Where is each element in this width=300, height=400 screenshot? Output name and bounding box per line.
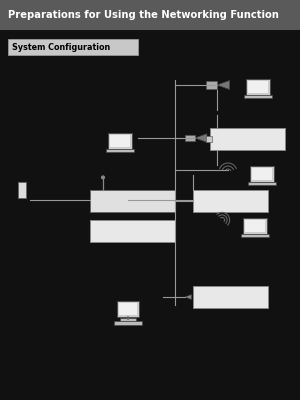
Bar: [193, 190, 268, 212]
Polygon shape: [217, 80, 230, 90]
Bar: [117, 301, 139, 317]
Circle shape: [102, 176, 104, 179]
Bar: [252, 168, 272, 180]
Bar: [210, 128, 285, 150]
Text: Preparations for Using the Networking Function: Preparations for Using the Networking Fu…: [8, 10, 279, 20]
Bar: [106, 148, 134, 152]
Bar: [242, 234, 268, 237]
Bar: [8, 39, 138, 55]
Bar: [206, 136, 212, 142]
Bar: [248, 182, 276, 185]
Bar: [119, 303, 137, 315]
Bar: [206, 82, 217, 89]
Bar: [114, 321, 142, 325]
Bar: [248, 81, 268, 93]
Bar: [250, 166, 274, 182]
Bar: [0, 0, 300, 30]
Bar: [90, 190, 175, 212]
Text: System Configuration: System Configuration: [12, 42, 110, 52]
Bar: [90, 220, 175, 242]
Bar: [120, 318, 136, 321]
Bar: [108, 133, 132, 148]
Polygon shape: [185, 294, 191, 299]
Bar: [185, 134, 195, 141]
Bar: [244, 95, 272, 98]
Bar: [246, 79, 270, 95]
Bar: [18, 182, 26, 198]
Polygon shape: [195, 134, 207, 142]
Bar: [243, 218, 267, 234]
Bar: [245, 220, 265, 232]
Bar: [193, 286, 268, 308]
Bar: [110, 135, 130, 147]
